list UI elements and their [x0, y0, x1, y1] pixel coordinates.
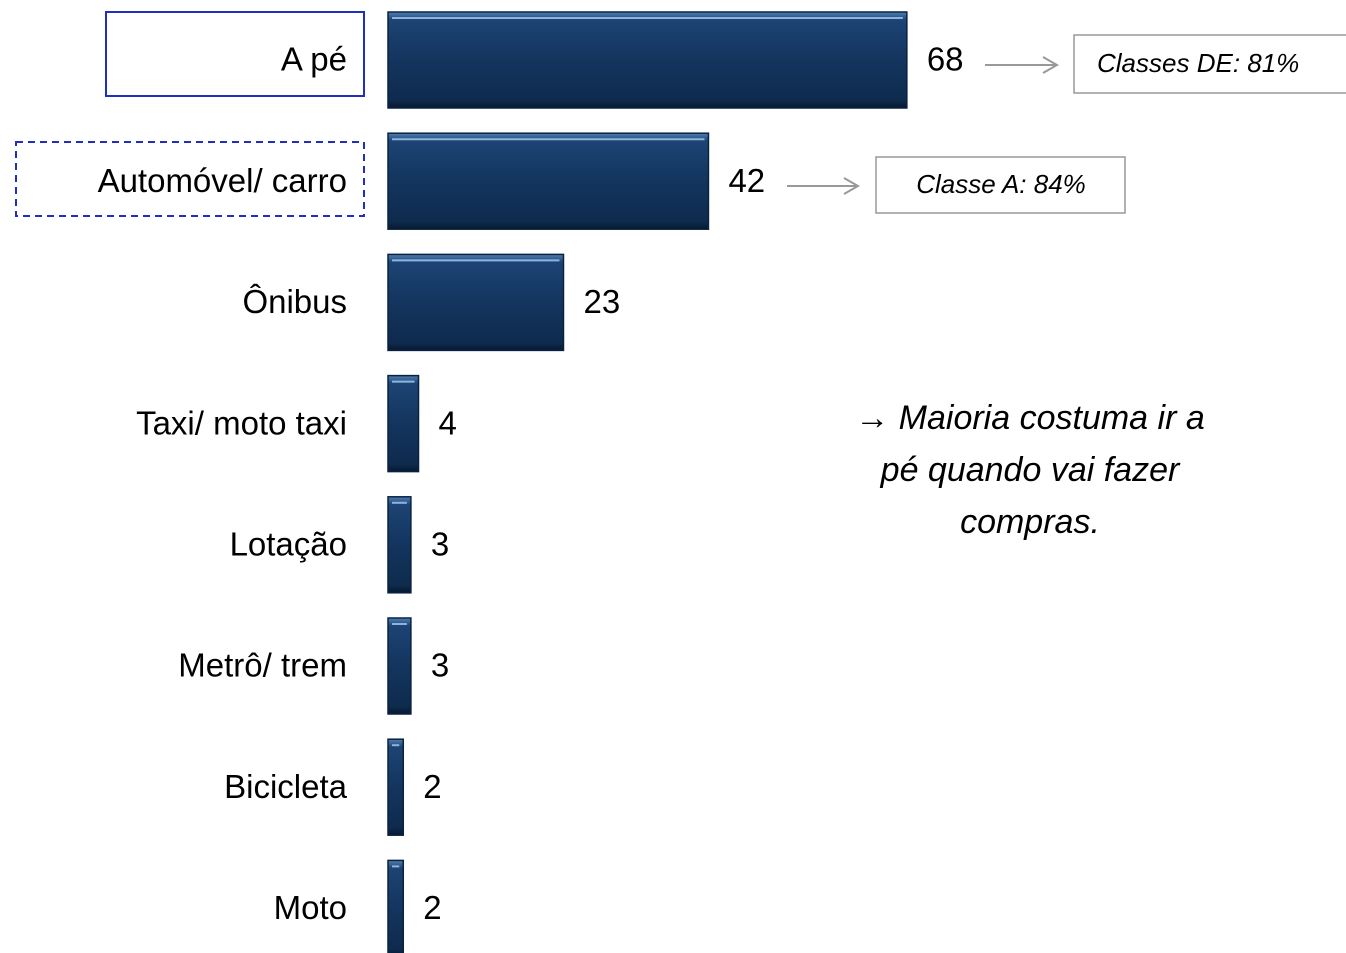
category-label: Automóvel/ carro: [98, 162, 347, 199]
value-label: 42: [728, 162, 765, 199]
bar: [387, 496, 412, 594]
annotation: Classe A: 84%: [916, 169, 1086, 199]
category-label: Metrô/ trem: [178, 647, 347, 684]
bar: [387, 253, 565, 352]
bar: [387, 617, 412, 715]
bar: [387, 859, 405, 953]
note: pé quando vai fazer: [880, 451, 1181, 489]
annotation-box: [1073, 34, 1346, 94]
value-label: 3: [431, 526, 449, 563]
bar: [387, 374, 420, 473]
category-label: Taxi/ moto taxi: [136, 404, 347, 441]
annotation-box: [875, 156, 1126, 214]
note: compras.: [960, 503, 1100, 541]
category-label: Bicicleta: [224, 768, 348, 805]
bar: [387, 738, 405, 836]
arrow-head: [1042, 56, 1060, 74]
category-label: Lotação: [230, 526, 347, 563]
note: → Maioria costuma ir a: [855, 399, 1205, 437]
category-label: Ônibus: [242, 283, 347, 320]
highlight-box: [105, 11, 365, 97]
value-label: 3: [431, 647, 449, 684]
category-label: Moto: [274, 889, 347, 926]
value-label: 2: [423, 768, 441, 805]
highlight-box-dashed: [15, 141, 365, 217]
bar: [387, 132, 710, 230]
value-label: 68: [927, 41, 964, 78]
value-label: 4: [439, 404, 457, 441]
category-label: A pé: [281, 41, 347, 78]
bar: [387, 11, 908, 109]
arrow-head: [843, 177, 861, 195]
value-label: 2: [423, 889, 441, 926]
value-label: 23: [583, 283, 620, 320]
annotation: Classes DE: 81%: [1097, 48, 1299, 78]
